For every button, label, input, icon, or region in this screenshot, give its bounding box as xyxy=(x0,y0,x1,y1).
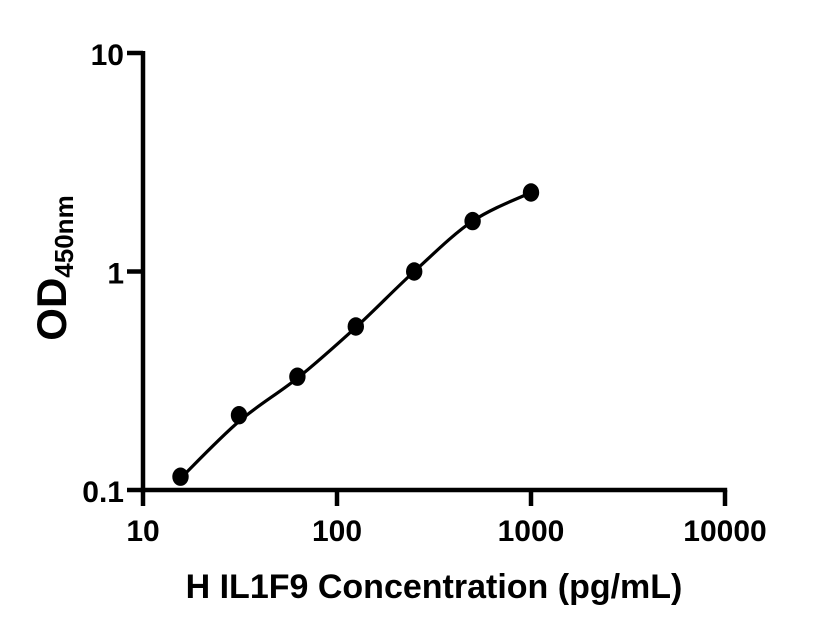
x-tick-label: 10000 xyxy=(683,515,766,548)
data-point xyxy=(464,211,481,231)
data-point xyxy=(347,317,364,336)
data-point xyxy=(172,467,189,486)
y-tick-label: 10 xyxy=(91,39,124,72)
data-point xyxy=(522,183,540,202)
x-tick-label: 1000 xyxy=(498,515,565,548)
data-point xyxy=(230,406,248,425)
y-axis-title-subscript: 450nm xyxy=(49,195,79,278)
y-tick-label: 0.1 xyxy=(82,476,124,509)
x-tick-label: 10 xyxy=(126,515,159,548)
data-point xyxy=(406,262,423,281)
x-axis-title: H IL1F9 Concentration (pg/mL) xyxy=(185,568,683,606)
data-point xyxy=(289,367,306,386)
y-tick-label: 1 xyxy=(107,258,124,291)
x-tick-label: 100 xyxy=(312,515,362,548)
y-axis-title-main: OD xyxy=(28,277,75,341)
y-axis-title: OD450nm xyxy=(28,195,79,341)
